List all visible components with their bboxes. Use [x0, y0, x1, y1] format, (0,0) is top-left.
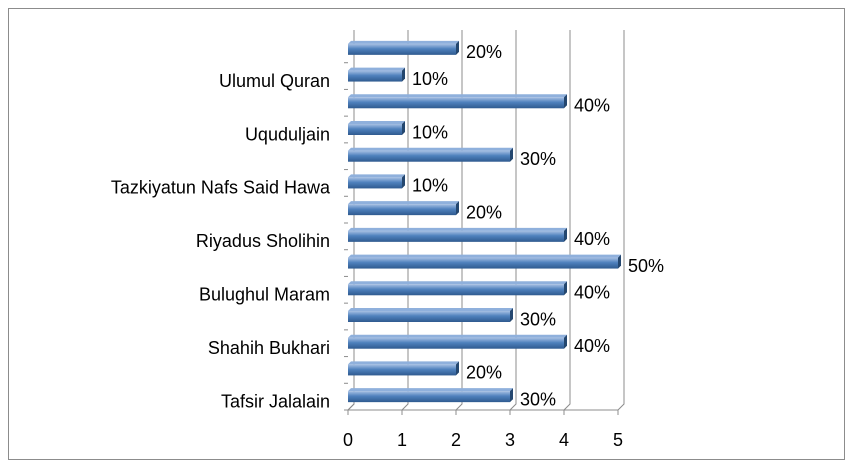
bar-top [348, 147, 513, 151]
bar [348, 43, 456, 55]
bar [348, 150, 510, 162]
y-tick-label: Ulumul Quran [219, 71, 330, 91]
data-label: 40% [574, 96, 610, 116]
data-label: 40% [574, 336, 610, 356]
bar [348, 257, 618, 269]
bar-end [456, 361, 459, 376]
bar [348, 204, 456, 216]
bar-top [348, 174, 405, 178]
bar [348, 97, 564, 109]
grid-line [509, 30, 517, 411]
grid-line [563, 30, 571, 411]
x-tick-label: 5 [613, 430, 623, 450]
bar-top [348, 94, 567, 98]
y-tick-label: Tazkiyatun Nafs Said Hawa [111, 178, 331, 198]
x-tick-label: 4 [559, 430, 569, 450]
bar-end [402, 174, 405, 189]
bar-end [564, 227, 567, 242]
data-label: 20% [466, 42, 502, 62]
bar [348, 177, 402, 189]
bar-end [510, 147, 513, 162]
bar-end [510, 388, 513, 403]
bar-end [456, 201, 459, 216]
y-tick-label: Tafsir Jalalain [221, 391, 330, 411]
data-label: 20% [466, 202, 502, 222]
data-label: 10% [412, 69, 448, 89]
bar-top [348, 254, 621, 258]
data-label: 30% [520, 149, 556, 169]
bar-top [348, 201, 459, 205]
data-label: 40% [574, 229, 610, 249]
x-tick-label: 3 [505, 430, 515, 450]
data-label: 30% [520, 309, 556, 329]
bar-top [348, 388, 513, 392]
y-tick-label: Bulughul Maram [199, 285, 330, 305]
bar-top [348, 40, 459, 44]
bar-end [402, 121, 405, 135]
bar-end [510, 308, 513, 322]
data-label: 10% [412, 176, 448, 196]
bar-end [564, 281, 567, 296]
bar [348, 70, 402, 82]
bar [348, 391, 510, 403]
bar-end [456, 40, 459, 55]
bar [348, 284, 564, 296]
y-tick-label: Shahih Bukhari [208, 338, 330, 358]
data-label: 20% [466, 363, 502, 383]
data-label: 40% [574, 283, 610, 303]
grid-line [617, 30, 625, 411]
data-label: 30% [520, 389, 556, 409]
bar-end [564, 334, 567, 349]
bar-top [348, 121, 405, 124]
bar-top [348, 67, 405, 71]
x-tick-label: 2 [451, 430, 461, 450]
y-tick-label: Uquduljain [245, 124, 330, 144]
bar [348, 124, 402, 135]
bar [348, 364, 456, 376]
x-tick-label: 1 [397, 430, 407, 450]
bar-end [564, 94, 567, 109]
bar-top [348, 361, 459, 365]
bar-end [618, 254, 621, 269]
data-label: 50% [628, 256, 664, 276]
bar-end [402, 67, 405, 82]
bar-top [348, 227, 567, 231]
bar-top [348, 334, 567, 338]
bar-top [348, 308, 513, 311]
y-tick-label: Riyadus Sholihin [196, 231, 330, 251]
bar [348, 311, 510, 322]
x-tick-label: 0 [343, 430, 353, 450]
bar-top [348, 281, 567, 285]
bar [348, 230, 564, 242]
data-label: 10% [412, 122, 448, 142]
bar [348, 337, 564, 349]
